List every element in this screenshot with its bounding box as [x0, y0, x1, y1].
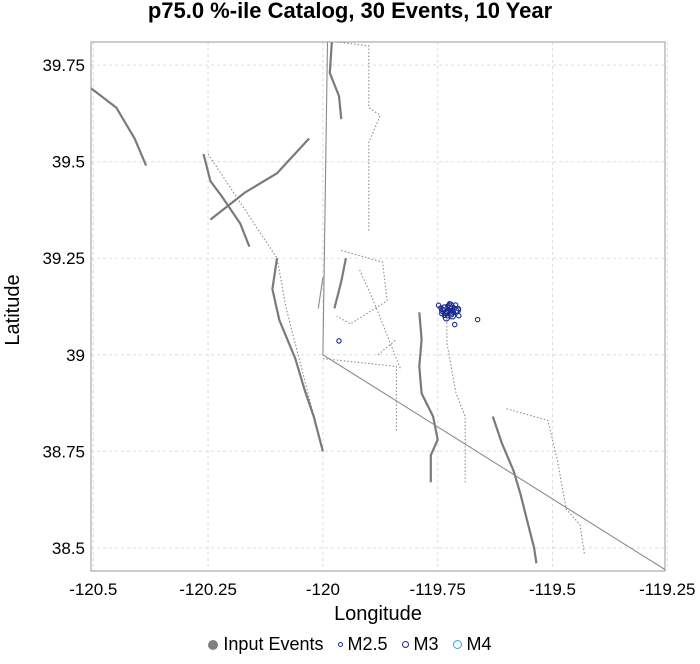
fault-zone-outline: [377, 338, 397, 356]
fault-zone-outline: [336, 42, 381, 232]
medium-ring-icon: [401, 641, 409, 648]
y-tick-label: 39: [66, 346, 85, 365]
legend-item-m2-5: M2.5: [337, 634, 388, 655]
y-tick-label: 38.75: [42, 442, 85, 461]
y-tick-label: 38.5: [52, 539, 85, 558]
tick-labels: -120.5 -120.25 -120 -119.75 -119.5 -119.25 38.…: [42, 56, 695, 599]
fault-zone-outline: [336, 249, 388, 325]
x-tick-label: -120.25: [179, 580, 237, 599]
legend-item-input-events: Input Events: [208, 634, 324, 655]
legend-label: M4: [466, 634, 492, 654]
x-tick-label: -120: [306, 580, 340, 599]
fault-zone-outline: [359, 269, 402, 371]
fault-trace: [271, 258, 324, 452]
legend: Input Events M2.5 M3 M4: [0, 634, 700, 655]
fault-zone-outline: [322, 358, 397, 432]
data-points: [336, 301, 481, 344]
x-axis-label: Longitude: [334, 603, 422, 625]
fault-trace: [209, 137, 310, 221]
grid-layer: [91, 42, 668, 571]
fault-zone-outline: [446, 308, 466, 483]
plot-frame: [90, 41, 666, 572]
data-point-m2-5: [336, 338, 342, 344]
data-point-m3: [440, 304, 449, 312]
data-point-m2-5: [435, 302, 442, 309]
fault-trace: [317, 277, 324, 309]
data-point-m3: [453, 306, 462, 314]
fault-trace: [491, 416, 538, 564]
small-ring-icon: [337, 642, 343, 647]
x-tick-label: -119.5: [529, 580, 576, 599]
data-point-m3: [438, 306, 447, 315]
data-point-m2-5: [456, 313, 462, 319]
chart-title: p75.0 %-ile Catalog, 30 Events, 10 Year: [147, 0, 553, 23]
data-point-m3: [446, 301, 455, 310]
x-tick-label: -119.75: [409, 580, 465, 599]
data-point-m2-5: [474, 316, 481, 323]
data-point-m3: [447, 310, 455, 318]
x-tick-label: -119.25: [639, 580, 695, 599]
y-axis-label: Latitude: [2, 274, 24, 345]
fault-trace: [91, 87, 148, 167]
fault-zone-outline: [207, 153, 324, 452]
y-tick-label: 39.5: [52, 153, 85, 172]
y-tick-label: 39.75: [42, 56, 85, 75]
legend-item-m3: M3: [401, 634, 439, 655]
data-point-m2-5: [451, 321, 458, 328]
filled-circle-icon: [208, 639, 219, 650]
fault-traces: [91, 42, 665, 571]
fault-trace: [418, 312, 439, 483]
fault-trace: [202, 153, 251, 248]
legend-label: M2.5: [347, 634, 388, 654]
data-point-m2-5: [450, 309, 457, 315]
data-point-m3: [442, 313, 451, 322]
large-ring-icon: [452, 640, 462, 649]
legend-item-m4: M4: [452, 634, 492, 655]
fault-trace: [333, 257, 347, 309]
scatter-plot: -120.5 -120.25 -120 -119.75 -119.5 -119.25 38.…: [2, 41, 695, 625]
y-tick-label: 39.25: [42, 249, 85, 268]
legend-label: M3: [413, 634, 439, 654]
fault-trace: [328, 42, 343, 120]
x-tick-label: -120.5: [69, 580, 117, 599]
legend-label: Input Events: [223, 634, 324, 654]
data-point-m3: [445, 303, 454, 311]
fault-zone-outline: [506, 408, 586, 556]
fault-zones: [207, 42, 586, 556]
fault-trace: [322, 42, 665, 571]
